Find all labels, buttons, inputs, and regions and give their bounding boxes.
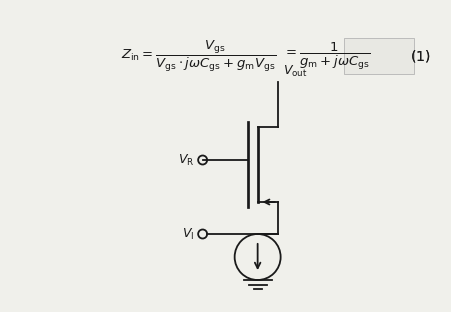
Text: $V_{\mathrm{I}}$: $V_{\mathrm{I}}$ <box>181 227 194 241</box>
Text: $= \dfrac{1}{g_{\rm m} + j\omega C_{\rm gs}}$: $= \dfrac{1}{g_{\rm m} + j\omega C_{\rm … <box>282 41 370 72</box>
Bar <box>343 38 413 74</box>
Text: $(1)$: $(1)$ <box>409 48 430 64</box>
Text: $Z_{\rm in} = \dfrac{V_{\rm gs}}{V_{\rm gs} \cdot j\omega C_{\rm gs} + g_{\rm m}: $Z_{\rm in} = \dfrac{V_{\rm gs}}{V_{\rm … <box>121 38 276 74</box>
Text: $(1)$: $(1)$ <box>409 48 430 64</box>
Text: $V_{\mathrm{R}}$: $V_{\mathrm{R}}$ <box>177 153 194 168</box>
Text: $V_{\mathrm{out}}$: $V_{\mathrm{out}}$ <box>282 64 307 79</box>
